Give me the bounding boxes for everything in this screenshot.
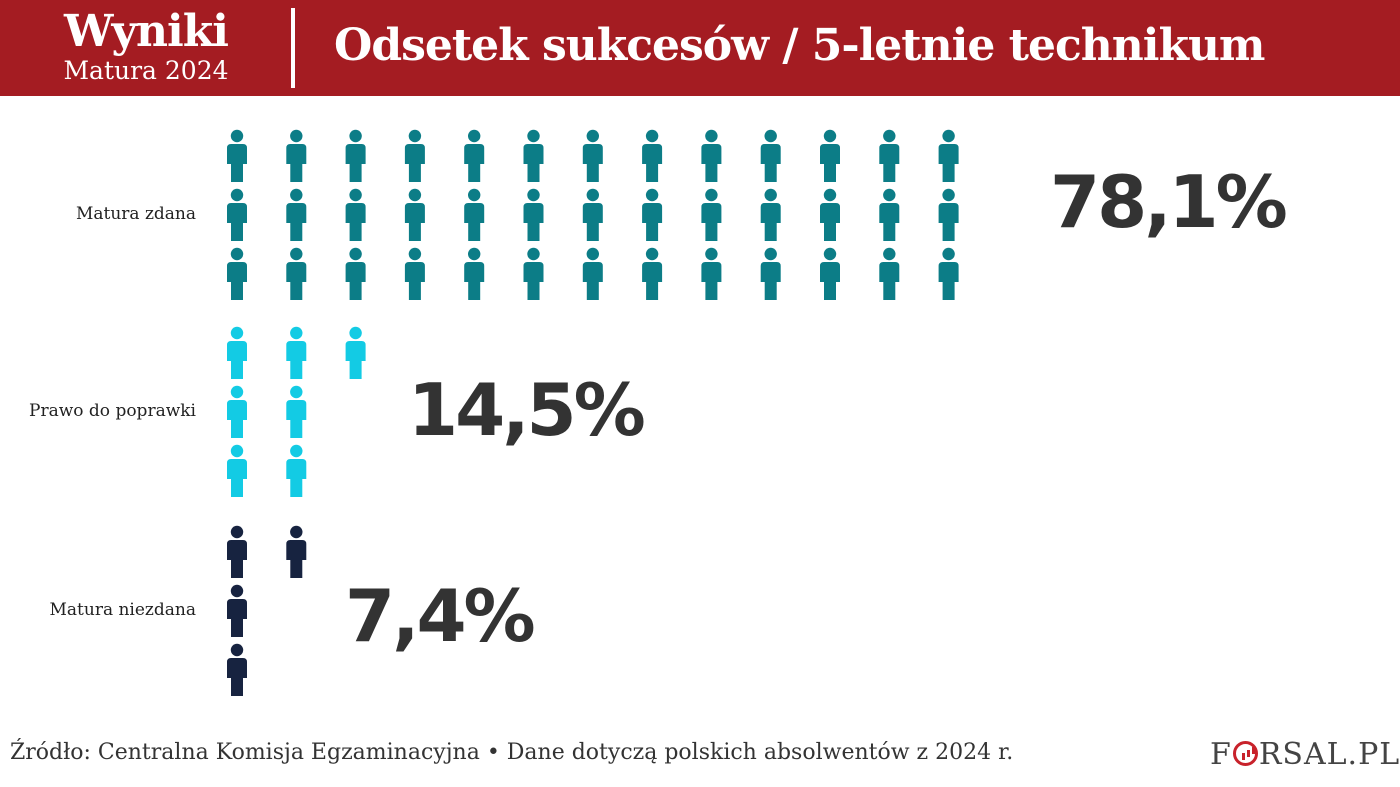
forsal-logo: F RSAL.PL — [1210, 737, 1400, 772]
person-icon — [404, 188, 425, 241]
person-icon — [820, 247, 840, 300]
person-icon — [286, 188, 307, 241]
person-icon — [701, 247, 722, 300]
person-icon — [464, 129, 485, 182]
person-icon — [404, 247, 425, 300]
person-icon — [760, 129, 781, 182]
person-icon — [227, 188, 247, 241]
group-value-matura-zdana: 78,1% — [1050, 160, 1288, 244]
person-icon — [760, 247, 781, 300]
person-icon — [227, 247, 247, 300]
person-icon — [582, 188, 603, 241]
person-icon — [286, 385, 307, 438]
person-icon — [345, 326, 366, 379]
person-icon — [464, 247, 485, 300]
person-icon — [345, 188, 366, 241]
person-icon — [582, 247, 603, 300]
person-icon — [938, 129, 959, 182]
source-note: Źródło: Centralna Komisja Egzaminacyjna … — [10, 740, 1014, 765]
header-divider — [291, 8, 295, 88]
person-icon — [582, 129, 603, 182]
person-icon — [760, 188, 781, 241]
logo-text: RSAL.PL — [1258, 737, 1400, 772]
person-icon — [701, 188, 722, 241]
person-icon — [820, 188, 840, 241]
person-icon — [464, 188, 485, 241]
person-icon — [227, 385, 247, 438]
person-icon — [879, 129, 900, 182]
page-title: Odsetek sukcesów / 5-letnie technikum — [334, 20, 1265, 71]
person-icon — [286, 247, 307, 300]
person-icon — [938, 247, 959, 300]
person-icon — [523, 188, 544, 241]
person-icon — [286, 129, 307, 182]
person-icon — [701, 129, 722, 182]
group-label-matura-niezdana: Matura niezdana — [49, 600, 197, 620]
person-icon — [227, 326, 247, 379]
person-icon — [286, 525, 307, 578]
brand-title: Wyniki — [64, 6, 229, 57]
logo-o-icon — [1232, 741, 1258, 766]
group-value-prawo-do-poprawki: 14,5% — [408, 368, 646, 452]
logo-letter-f: F — [1210, 737, 1232, 772]
person-icon — [227, 643, 247, 696]
person-icon — [879, 188, 900, 241]
person-icon — [523, 129, 544, 182]
group-label-matura-zdana: Matura zdana — [75, 204, 196, 224]
person-icon — [345, 129, 366, 182]
person-icon — [345, 247, 366, 300]
header-banner: Wyniki Matura 2024 Odsetek sukcesów / 5-… — [0, 0, 1400, 96]
person-icon — [227, 129, 247, 182]
person-icon — [227, 584, 247, 637]
person-icon — [879, 247, 900, 300]
person-icon — [227, 525, 247, 578]
person-icon — [642, 129, 663, 182]
person-icon — [642, 188, 663, 241]
group-label-prawo-do-poprawki: Prawo do poprawki — [29, 401, 196, 421]
person-icon — [523, 247, 544, 300]
person-icon — [938, 188, 959, 241]
person-icon — [286, 444, 307, 497]
person-icon — [404, 129, 425, 182]
person-icon — [642, 247, 663, 300]
person-icon — [820, 129, 840, 182]
group-value-matura-niezdana: 7,4% — [345, 574, 536, 658]
brand-subtitle: Matura 2024 — [63, 56, 229, 85]
person-icon — [227, 444, 247, 497]
person-icon — [286, 326, 307, 379]
